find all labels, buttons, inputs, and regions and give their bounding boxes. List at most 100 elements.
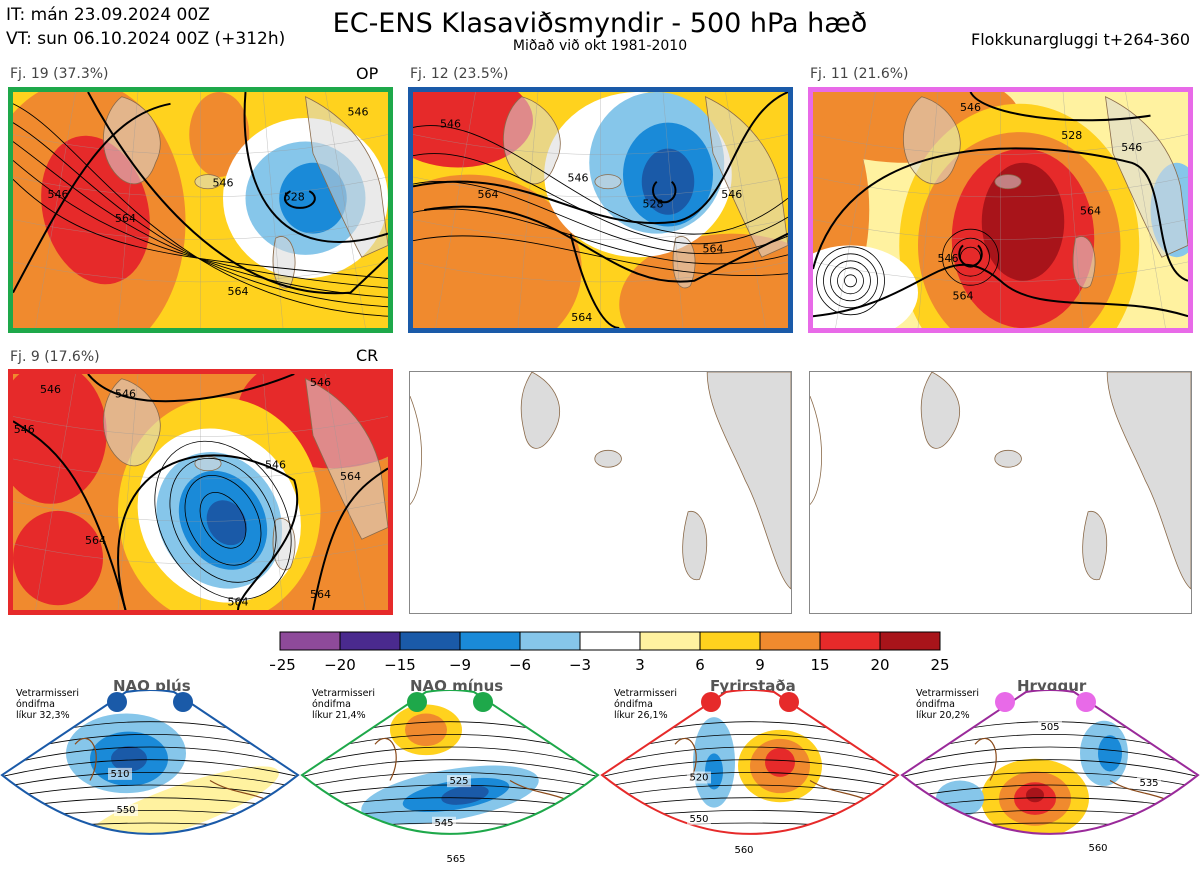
land-outline <box>410 372 791 590</box>
height-contour <box>813 147 1188 282</box>
regime-contour-label: 560 <box>1088 843 1107 854</box>
regime-4-info-line: líkur 20,2% <box>916 710 970 721</box>
regime-contour-label: 520 <box>689 773 708 784</box>
cluster-map: 546 564 528 546 546 564 <box>13 92 388 328</box>
height-contour <box>830 260 871 302</box>
regime-2-info-line: óndifma <box>312 699 351 710</box>
regime-contour-label: 550 <box>116 805 135 816</box>
contour-label: 564 <box>228 595 249 608</box>
height-contour <box>413 125 788 235</box>
regime-fan-border <box>0 690 300 835</box>
height-contour <box>243 92 388 243</box>
regime-contour <box>900 836 1200 842</box>
regime-contour-label: 565 <box>446 854 465 865</box>
valid-time: VT: sun 06.10.2024 00Z (+312h) <box>6 29 286 49</box>
colorbar-tick-label: −6 <box>509 656 531 674</box>
regime-contour <box>302 771 598 789</box>
height-contour <box>13 178 388 279</box>
height-contour <box>424 205 788 283</box>
height-contour <box>13 141 388 298</box>
anomaly-field <box>0 690 300 842</box>
colorbar-swatch <box>759 631 821 651</box>
height-contour <box>13 160 388 289</box>
colorbar-swatch <box>399 631 461 651</box>
regime-contour-label: 535 <box>1139 778 1158 789</box>
regime-4-info-line: Vetrarmisseri <box>916 688 979 699</box>
panel-2-label: Fj. 12 (23.5%) <box>410 66 509 82</box>
contour-label: 546 <box>213 176 234 189</box>
height-contour <box>942 228 999 286</box>
regime-contour <box>302 759 598 778</box>
positive-anomaly <box>981 162 1065 281</box>
regime-anomaly <box>111 746 147 772</box>
height-contour <box>87 374 295 403</box>
height-contour <box>837 267 864 295</box>
colorbar-swatch <box>339 631 401 651</box>
regime-contour <box>602 771 898 789</box>
regime-contour-label: 505 <box>1040 722 1059 733</box>
height-contour <box>184 475 262 566</box>
regime-contour <box>602 746 898 767</box>
regime-3-info-line: líkur 26,1% <box>614 710 668 721</box>
height-contour <box>951 237 990 277</box>
height-contour <box>154 440 292 600</box>
colorbar-swatch <box>639 631 701 651</box>
init-time: IT: mán 23.09.2024 00Z <box>6 5 210 25</box>
regime-anomaly <box>1011 857 1041 868</box>
regime-2-info: Vetrarmisseri óndifma líkur 21,4% <box>312 688 375 721</box>
regime-1-info: Vetrarmisseri óndifma líkur 32,3% <box>16 688 79 721</box>
regime-anomaly <box>765 747 795 777</box>
height-contour <box>13 103 388 317</box>
height-contour <box>13 122 388 308</box>
regime-contour <box>600 836 900 842</box>
regime-contour <box>0 836 300 842</box>
contour-label: 546 <box>14 423 35 436</box>
regime-2-info-line: líkur 21,4% <box>312 710 366 721</box>
regime-map-nao-minus: 525 545 565 <box>300 690 600 865</box>
regime-4-info: Vetrarmisseri óndifma líkur 20,2% <box>916 688 979 721</box>
contour-label: 546 <box>115 388 136 401</box>
colorbar: −25 −20 −15 −9 −6 −3 3 6 9 15 20 25 <box>270 631 950 674</box>
regime-fan-border <box>900 690 1200 835</box>
contour-label: 564 <box>703 242 724 255</box>
height-contour <box>312 467 388 610</box>
regime-contour <box>300 836 600 842</box>
regime-marker-dot <box>473 692 493 712</box>
contour-label: 546 <box>938 252 959 265</box>
contour-label: 564 <box>85 534 106 547</box>
regime-contour <box>2 771 298 789</box>
colorbar-swatch <box>819 631 881 651</box>
colorbar-tick-label: 15 <box>810 656 829 674</box>
cluster-map: 546 528 546 564 546 564 <box>813 92 1188 328</box>
regime-map-ridge: 505 535 560 <box>900 690 1200 868</box>
contour-label: 564 <box>1080 205 1101 218</box>
cluster-panel-3: 546 528 546 564 546 564 <box>808 87 1193 333</box>
regime-marker-dot <box>779 692 799 712</box>
height-contour <box>969 92 1151 122</box>
page-subtitle: Miðað við okt 1981-2010 <box>512 38 688 54</box>
regime-anomaly <box>1026 787 1044 803</box>
colorbar-tick-label: 9 <box>755 656 765 674</box>
colorbar-swatch <box>519 631 581 651</box>
contour-label: 528 <box>284 191 305 204</box>
regime-3-info: Vetrarmisseri óndifma líkur 26,1% <box>614 688 677 721</box>
regime-3-info-line: óndifma <box>614 699 653 710</box>
page-title: EC-ENS Klasaviðsmyndir - 500 hPa hæð <box>332 8 868 39</box>
cluster-panel-2: 546 564 528 546 564 564 546 <box>408 87 793 333</box>
panel-1-code: OP <box>356 64 379 83</box>
colorbar-swatch <box>579 631 641 651</box>
colorbar-swatch <box>879 631 941 651</box>
contour-label: 546 <box>265 458 286 471</box>
regime-marker-dot <box>701 692 721 712</box>
contour-label: 546 <box>960 101 981 114</box>
contour-label: 528 <box>1061 129 1082 142</box>
regime-contour-label: 550 <box>689 814 708 825</box>
colorbar-swatch <box>459 631 521 651</box>
height-contour <box>569 233 620 328</box>
land-outline <box>13 92 388 328</box>
contour-label: 546 <box>568 172 589 185</box>
panel-1-label: Fj. 19 (37.3%) <box>10 66 109 82</box>
contour-label: 546 <box>440 117 461 130</box>
height-contour <box>199 492 247 549</box>
regime-contour <box>602 784 898 799</box>
